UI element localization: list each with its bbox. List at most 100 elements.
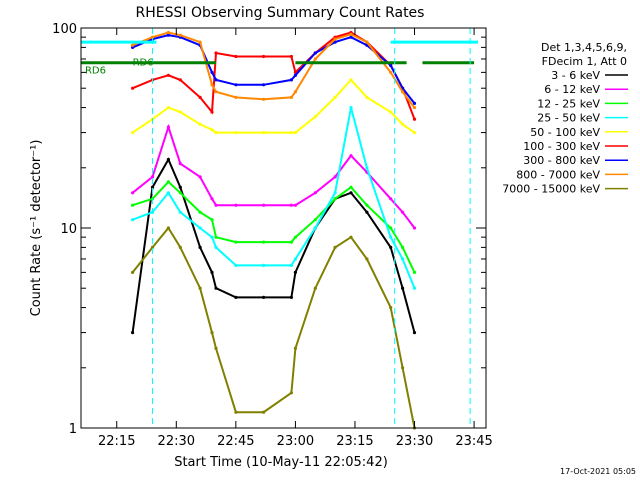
data-point [198, 226, 202, 230]
data-point [333, 95, 337, 99]
data-point [365, 40, 369, 44]
data-point [214, 203, 218, 207]
series-line [132, 31, 416, 109]
data-point [166, 226, 170, 230]
data-point [293, 346, 297, 350]
data-point [289, 295, 293, 299]
data-point [131, 45, 135, 50]
data-point [210, 83, 214, 87]
data-point [313, 51, 317, 55]
data-point [214, 286, 218, 290]
data-point [289, 203, 293, 207]
data-point [289, 78, 293, 82]
series-lines [131, 30, 417, 430]
data-point [401, 286, 405, 290]
data-point [389, 245, 393, 249]
data-point [389, 63, 393, 67]
data-point [214, 235, 218, 239]
y-axis: 1 10 100 [52, 22, 486, 437]
data-point [198, 286, 202, 290]
data-point [349, 185, 353, 189]
data-point [234, 295, 238, 299]
data-point [178, 191, 182, 195]
x-tick-label: 23:30 [396, 434, 433, 449]
x-tick-label: 23:15 [336, 434, 373, 449]
data-point [166, 180, 170, 184]
x-axis-label: Start Time (10-May-11 22:05:42) [174, 455, 388, 470]
data-point [289, 391, 293, 395]
data-point [262, 97, 266, 101]
data-point [412, 106, 417, 110]
data-point [131, 43, 135, 47]
data-point [214, 90, 218, 94]
series-line [132, 78, 416, 134]
data-point [412, 101, 417, 105]
data-point [389, 197, 393, 201]
legend-header: Det 1,3,4,5,6,9, [541, 41, 627, 54]
data-point [234, 131, 238, 135]
data-point [178, 185, 182, 189]
data-point [313, 226, 317, 230]
data-point [214, 51, 218, 55]
data-point [214, 78, 218, 82]
data-point [198, 95, 202, 99]
data-point [210, 270, 214, 274]
data-point [365, 95, 369, 99]
data-point [349, 106, 353, 110]
data-point [131, 86, 135, 90]
data-point [166, 33, 170, 37]
data-point [401, 122, 405, 126]
data-point [198, 40, 202, 44]
data-point [166, 106, 170, 110]
data-point [412, 270, 417, 274]
data-point [210, 235, 214, 239]
data-point [234, 263, 238, 267]
data-point [131, 270, 135, 274]
data-point [389, 235, 393, 239]
data-point [349, 154, 353, 158]
data-point [412, 331, 417, 335]
data-point [198, 175, 202, 179]
data-point [349, 32, 353, 36]
x-tick-label: 23:00 [277, 434, 314, 449]
footer-date: 17-Oct-2021 05:05 [560, 467, 636, 476]
data-point [412, 131, 417, 135]
data-point [234, 410, 238, 414]
data-point [349, 78, 353, 82]
data-point [198, 210, 202, 214]
data-point [313, 191, 317, 195]
data-point [293, 235, 297, 239]
x-tick-label: 23:45 [455, 434, 492, 449]
x-axis: 22:15 22:30 22:45 23:00 23:15 23:30 23:45 [98, 28, 493, 449]
legend-entry: 300 - 800 keV [523, 154, 600, 167]
data-point [178, 33, 182, 37]
x-tick-label: 22:45 [217, 434, 254, 449]
data-point [262, 203, 266, 207]
data-point [389, 110, 393, 114]
data-point [401, 90, 405, 94]
legend-entry: 100 - 300 keV [523, 140, 600, 153]
data-point [401, 245, 405, 249]
chart-title: RHESSI Observing Summary Count Rates [136, 5, 425, 21]
data-point [262, 83, 266, 87]
data-point [333, 175, 337, 179]
data-point [349, 35, 353, 39]
legend-header: FDecim 1, Att 0 [542, 55, 627, 68]
legend-entry: 25 - 50 keV [537, 112, 600, 125]
legend-entry: 6 - 12 keV [544, 83, 600, 96]
data-point [293, 90, 297, 94]
data-point [289, 95, 293, 99]
reference-markers: RD6 RD6 [81, 28, 479, 428]
marker-label: RD6 [133, 57, 154, 68]
series-line [132, 180, 416, 273]
data-point [150, 175, 155, 179]
data-point [234, 54, 238, 59]
data-point [210, 110, 214, 114]
y-tick-label: 100 [52, 22, 77, 37]
data-point [333, 197, 337, 201]
data-point [293, 131, 297, 135]
data-point [262, 295, 266, 299]
marker-label: RD6 [85, 66, 106, 77]
